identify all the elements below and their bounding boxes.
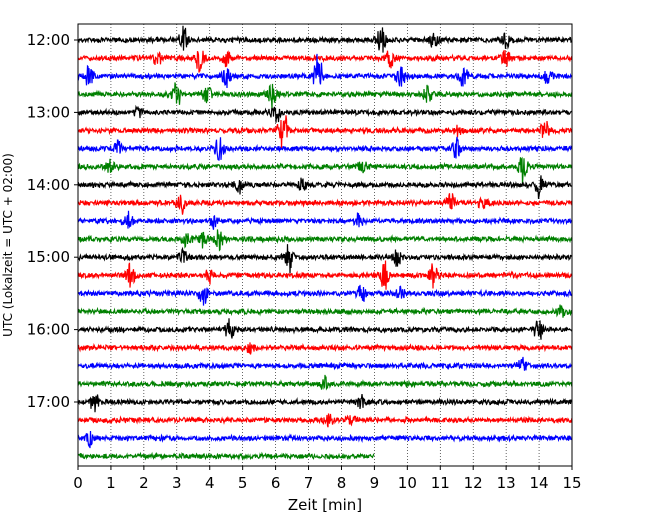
trace-16-45: [77, 374, 573, 391]
x-tick-label: 9: [370, 474, 380, 492]
trace-12-45: [77, 82, 573, 110]
trace-14-00: [77, 175, 573, 199]
trace-16-15: [77, 342, 573, 355]
x-tick-label: 13: [497, 474, 516, 492]
x-tick-label: 2: [139, 474, 149, 492]
trace-13-30: [77, 136, 573, 161]
y-tick-label: 13:00: [27, 103, 70, 121]
x-tick-label: 0: [73, 474, 83, 492]
x-tick-label: 6: [271, 474, 281, 492]
x-tick-label: 1: [106, 474, 116, 492]
trace-13-15: [77, 115, 573, 150]
trace-13-00: [77, 104, 573, 123]
trace-12-00: [77, 25, 573, 53]
trace-17-45: [77, 451, 375, 461]
x-tick-label: 10: [398, 474, 417, 492]
x-tick-label: 3: [172, 474, 182, 492]
trace-13-45: [77, 156, 573, 185]
trace-17-00: [77, 394, 573, 413]
trace-layer: [77, 25, 573, 461]
y-tick-label: 16:00: [27, 321, 70, 339]
x-tick-label: 12: [464, 474, 483, 492]
y-axis-label: UTC (Lokalzeit = UTC + 02:00): [1, 153, 15, 337]
trace-15-30: [77, 284, 573, 306]
trace-15-15: [77, 260, 573, 290]
tick-layer: 0 1 2 3 4 5 6 7 8 9 10 11 12 13 14 1512:0013:0014:0015:…: [27, 31, 582, 492]
x-tick-label: 15: [562, 474, 581, 492]
trace-17-15: [77, 413, 573, 428]
x-tick-label: 7: [304, 474, 314, 492]
trace-12-15: [77, 49, 573, 73]
trace-14-15: [77, 193, 573, 215]
x-tick-label: 5: [238, 474, 248, 492]
x-tick-label: 11: [431, 474, 450, 492]
trace-16-00: [77, 318, 573, 340]
y-tick-label: 17:00: [27, 393, 70, 411]
trace-14-30: [77, 210, 573, 230]
trace-16-30: [77, 356, 573, 371]
x-axis-label: Zeit [min]: [288, 496, 362, 514]
x-tick-label: 4: [205, 474, 215, 492]
trace-14-45: [77, 229, 573, 252]
trace-15-00: [77, 244, 573, 274]
x-tick-label: 8: [337, 474, 347, 492]
trace-17-30: [77, 431, 573, 449]
y-tick-label: 14:00: [27, 176, 70, 194]
y-tick-label: 15:00: [27, 248, 70, 266]
y-tick-label: 12:00: [27, 31, 70, 49]
plot-frame: [77, 23, 573, 467]
trace-12-30: [77, 53, 573, 89]
x-tick-label: 14: [530, 474, 549, 492]
trace-15-45: [77, 304, 573, 318]
